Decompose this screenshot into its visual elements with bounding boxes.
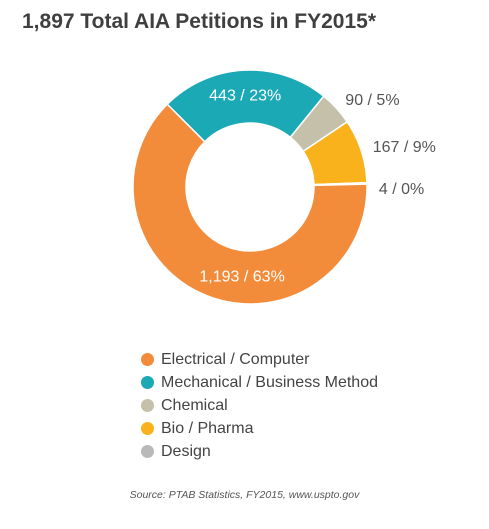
slice-label-bio-pharma: 167 / 9% (373, 139, 436, 156)
chart-legend: Electrical / Computer Mechanical / Busin… (141, 348, 378, 463)
slice-label-electrical: 1,193 / 63% (199, 269, 284, 286)
slice-electrical (132, 103, 368, 305)
chart-title: 1,897 Total AIA Petitions in FY2015* (22, 10, 376, 33)
slice-label-mechanical: 443 / 23% (209, 88, 281, 105)
donut-chart: 443 / 23% 90 / 5% 167 / 9% 4 / 0% 1,193 / 63… (132, 69, 436, 305)
legend-item-mechanical: Mechanical / Business Method (141, 371, 378, 394)
legend-swatch-chemical (141, 399, 154, 412)
legend-item-chemical: Chemical (141, 394, 378, 417)
legend-item-electrical: Electrical / Computer (141, 348, 378, 371)
legend-label-chemical: Chemical (161, 396, 228, 414)
legend-swatch-mechanical (141, 376, 154, 389)
legend-swatch-bio-pharma (141, 422, 154, 435)
legend-item-design: Design (141, 440, 378, 463)
slice-label-chemical: 90 / 5% (345, 92, 399, 109)
legend-swatch-electrical (141, 353, 154, 366)
legend-item-bio-pharma: Bio / Pharma (141, 417, 378, 440)
slice-label-design: 4 / 0% (379, 181, 424, 198)
slice-mechanical (166, 69, 325, 143)
legend-label-mechanical: Mechanical / Business Method (161, 373, 378, 391)
chart-source: Source: PTAB Statistics, FY2015, www.usp… (129, 489, 360, 501)
legend-label-electrical: Electrical / Computer (161, 350, 310, 368)
legend-swatch-design (141, 445, 154, 458)
legend-label-bio-pharma: Bio / Pharma (161, 419, 254, 437)
legend-label-design: Design (161, 442, 211, 460)
